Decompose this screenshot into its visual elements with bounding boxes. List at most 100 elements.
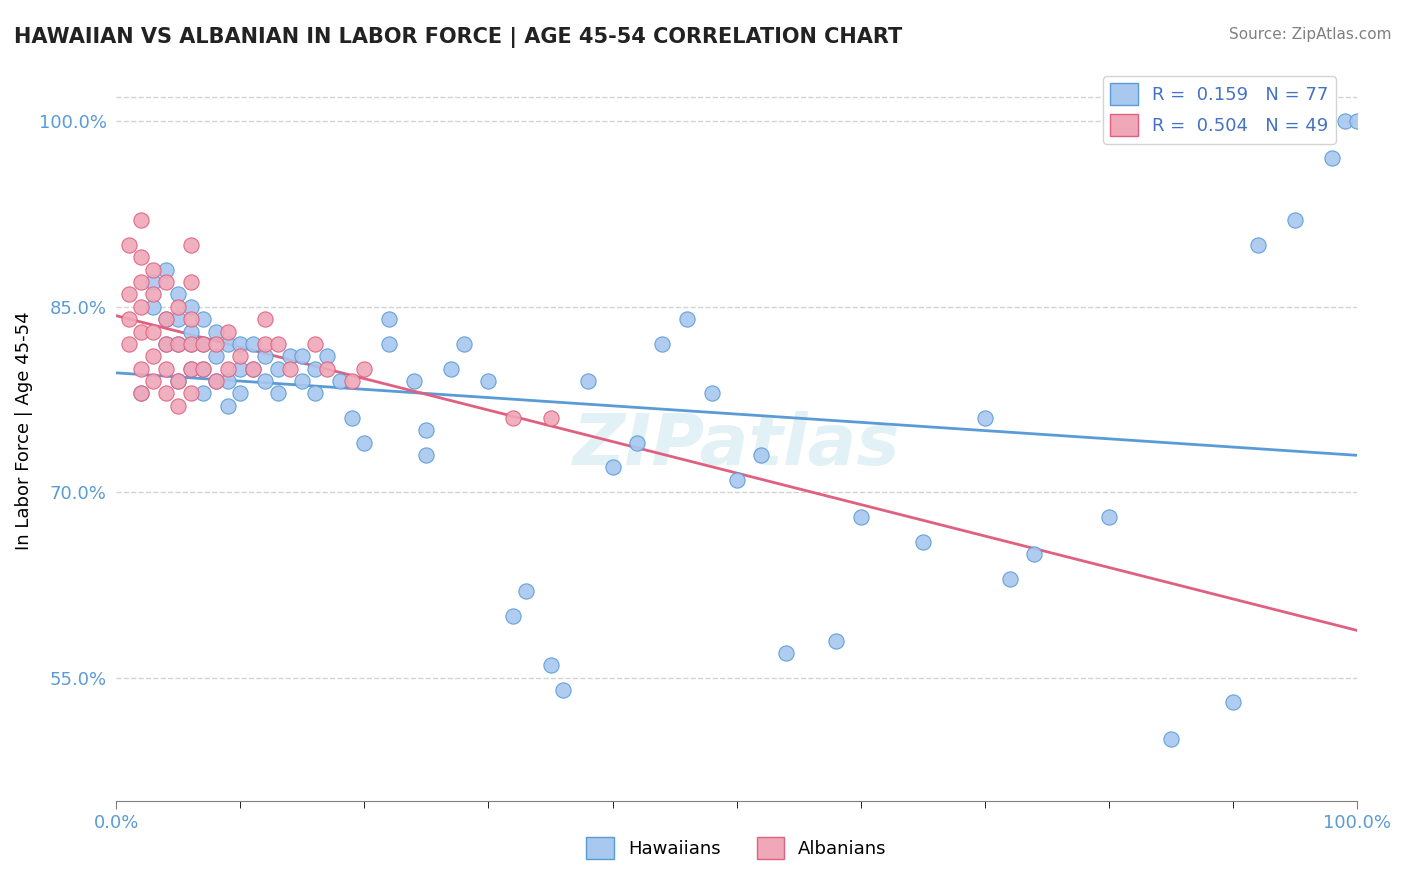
- Point: [180, 337, 202, 351]
- Point: [180, 337, 202, 351]
- Point: [602, 460, 624, 475]
- Point: [129, 300, 152, 314]
- Point: [142, 349, 165, 363]
- Point: [1160, 732, 1182, 747]
- Point: [217, 325, 239, 339]
- Point: [378, 337, 401, 351]
- Point: [676, 312, 699, 326]
- Point: [1098, 510, 1121, 524]
- Point: [415, 448, 437, 462]
- Point: [155, 337, 177, 351]
- Point: [291, 349, 314, 363]
- Point: [242, 361, 264, 376]
- Point: [118, 238, 141, 252]
- Point: [180, 238, 202, 252]
- Point: [129, 251, 152, 265]
- Point: [725, 473, 748, 487]
- Point: [278, 349, 301, 363]
- Point: [167, 399, 190, 413]
- Y-axis label: In Labor Force | Age 45-54: In Labor Force | Age 45-54: [15, 311, 32, 549]
- Point: [1247, 238, 1270, 252]
- Point: [142, 325, 165, 339]
- Point: [191, 386, 214, 401]
- Point: [217, 399, 239, 413]
- Point: [316, 349, 339, 363]
- Point: [167, 337, 190, 351]
- Point: [180, 361, 202, 376]
- Point: [167, 287, 190, 301]
- Point: [191, 312, 214, 326]
- Point: [204, 325, 226, 339]
- Point: [180, 361, 202, 376]
- Point: [191, 361, 214, 376]
- Point: [118, 287, 141, 301]
- Point: [700, 386, 723, 401]
- Point: [540, 658, 562, 673]
- Point: [180, 325, 202, 339]
- Point: [278, 361, 301, 376]
- Point: [254, 337, 277, 351]
- Point: [340, 374, 363, 388]
- Point: [217, 361, 239, 376]
- Point: [191, 337, 214, 351]
- Point: [540, 411, 562, 425]
- Point: [142, 275, 165, 289]
- Point: [316, 361, 339, 376]
- Point: [353, 361, 375, 376]
- Point: [329, 374, 352, 388]
- Point: [129, 275, 152, 289]
- Point: [129, 325, 152, 339]
- Point: [204, 337, 226, 351]
- Point: [155, 386, 177, 401]
- Point: [204, 349, 226, 363]
- Point: [353, 435, 375, 450]
- Point: [849, 510, 872, 524]
- Point: [775, 646, 797, 660]
- Point: [453, 337, 475, 351]
- Point: [180, 312, 202, 326]
- Point: [167, 337, 190, 351]
- Point: [155, 312, 177, 326]
- Point: [266, 386, 288, 401]
- Point: [167, 312, 190, 326]
- Point: [502, 411, 524, 425]
- Point: [266, 337, 288, 351]
- Point: [551, 683, 574, 698]
- Text: HAWAIIAN VS ALBANIAN IN LABOR FORCE | AGE 45-54 CORRELATION CHART: HAWAIIAN VS ALBANIAN IN LABOR FORCE | AG…: [14, 27, 903, 48]
- Point: [155, 312, 177, 326]
- Point: [229, 337, 252, 351]
- Point: [229, 349, 252, 363]
- Point: [191, 361, 214, 376]
- Point: [229, 386, 252, 401]
- Point: [626, 435, 648, 450]
- Point: [254, 312, 277, 326]
- Point: [142, 287, 165, 301]
- Point: [477, 374, 499, 388]
- Point: [1333, 114, 1355, 128]
- Point: [378, 312, 401, 326]
- Point: [254, 349, 277, 363]
- Point: [155, 361, 177, 376]
- Point: [180, 386, 202, 401]
- Point: [254, 374, 277, 388]
- Point: [1222, 695, 1244, 709]
- Point: [998, 572, 1021, 586]
- Point: [204, 374, 226, 388]
- Point: [129, 386, 152, 401]
- Point: [440, 361, 463, 376]
- Point: [129, 361, 152, 376]
- Point: [142, 374, 165, 388]
- Point: [167, 300, 190, 314]
- Point: [304, 386, 326, 401]
- Point: [304, 361, 326, 376]
- Point: [155, 337, 177, 351]
- Point: [1346, 114, 1368, 128]
- Point: [340, 411, 363, 425]
- Point: [973, 411, 995, 425]
- Point: [118, 312, 141, 326]
- Point: [502, 608, 524, 623]
- Point: [1284, 213, 1306, 227]
- Point: [129, 213, 152, 227]
- Point: [1322, 152, 1344, 166]
- Point: [118, 337, 141, 351]
